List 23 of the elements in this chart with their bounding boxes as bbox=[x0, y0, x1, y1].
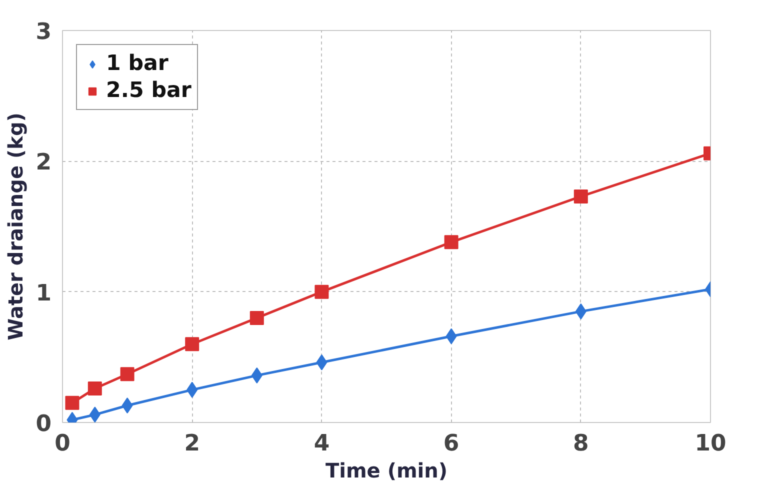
legend-label: 2.5 bar bbox=[106, 78, 192, 103]
point bbox=[574, 189, 588, 204]
point bbox=[185, 337, 200, 352]
x-axis-title: Time (min) bbox=[325, 458, 448, 482]
x-tick-label: 4 bbox=[314, 430, 330, 456]
point bbox=[120, 367, 134, 382]
y-tick-label: 3 bbox=[36, 19, 52, 45]
x-tick-label: 2 bbox=[184, 430, 200, 456]
x-tick-label: 6 bbox=[443, 430, 460, 456]
point bbox=[314, 284, 329, 299]
point bbox=[88, 382, 102, 396]
x-tick-label: 0 bbox=[54, 430, 70, 456]
y-tick-label: 1 bbox=[36, 280, 52, 306]
y-tick-label: 0 bbox=[36, 411, 52, 437]
point bbox=[250, 310, 264, 325]
point bbox=[89, 406, 100, 422]
y-axis-title: Water draiange (kg) bbox=[4, 112, 28, 340]
point bbox=[65, 396, 80, 410]
point bbox=[444, 235, 458, 250]
y-tick-label: 2 bbox=[36, 150, 52, 176]
legend-label: 1 bar bbox=[106, 51, 168, 76]
x-tick-label: 8 bbox=[573, 430, 589, 456]
x-tick-label: 10 bbox=[694, 430, 726, 456]
